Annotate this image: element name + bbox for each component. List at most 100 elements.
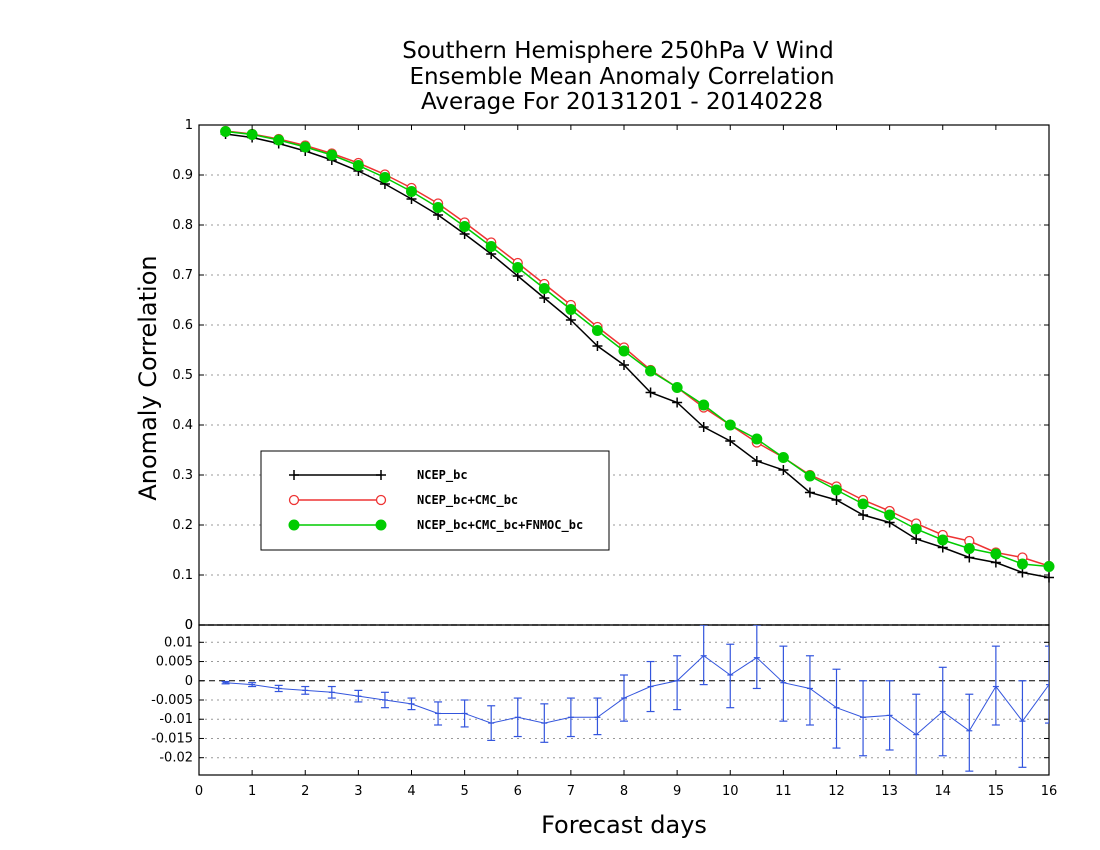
ncep-cmc-fnmoc-marker [538,283,550,294]
x-tick-label: 15 [988,784,1005,799]
x-tick-label: 12 [828,784,845,799]
title-line-3: Average For 20131201 - 20140228 [421,89,823,115]
ncep-bc-marker [964,552,975,563]
upper-y-tick-label: 0 [185,618,193,633]
x-tick-label: 0 [195,784,203,799]
ncep-bc-marker [725,436,736,446]
ncep-cmc-fnmoc-marker [1043,561,1055,572]
series-line-0 [225,133,1050,579]
lower-y-tick-label: -0.01 [159,712,193,727]
legend-label-2: NCEP_bc+CMC_bc+FNMOC_bc [417,518,583,533]
ncep-cmc-fnmoc-marker [963,543,975,554]
ncep-cmc-fnmoc-marker [485,241,497,252]
lower-y-tick-label: -0.005 [151,693,193,708]
difference-series [221,625,1049,775]
upper-y-tick-label: 0.4 [172,418,193,433]
ncep-cmc-fnmoc-marker [459,221,471,232]
upper-plot: 0 0.1 0.2 0.3 0.4 0.5 0.6 0.7 0.8 0.9 1 [172,118,1055,633]
upper-y-tick-label: 0.6 [172,318,193,333]
upper-y-tick-label: 0.2 [172,518,193,533]
ncep-cmc-fnmoc-marker [379,172,391,183]
upper-y-tick-label: 0.7 [172,268,193,283]
ncep-cmc-fnmoc-marker [671,382,683,393]
x-tick-label: 6 [514,784,522,799]
legend-label-0: NCEP_bc [417,468,468,483]
upper-y-tick-label: 0.8 [172,218,193,233]
ncep-cmc-fnmoc-marker [246,129,258,140]
ncep-bc-marker [565,315,576,325]
upper-y-tick-label: 0.3 [172,468,193,483]
ncep-cmc-fnmoc-marker [645,365,657,377]
ncep-cmc-fnmoc-marker [406,186,417,197]
ncep-cmc-fnmoc-marker [990,548,1002,560]
ncep-cmc-fnmoc-marker [831,484,842,496]
x-tick-label: 16 [1041,784,1058,799]
ncep-cmc-fnmoc-marker [857,498,869,510]
ncep-cmc-fnmoc-marker [512,262,524,273]
legend: NCEP_bc NCEP_bc+CMC_bc NCEP_bc+CMC_bc+FNMO… [260,450,610,551]
x-tick-label: 10 [722,784,739,799]
title-line-2: Ensemble Mean Anomaly Correlation [409,64,834,90]
legend-marker [288,519,300,531]
lower-top-tick-label: 0 [185,618,193,633]
x-tick-label: 8 [620,784,628,799]
x-tick-label: 3 [354,784,362,799]
ncep-cmc-fnmoc-marker [804,470,816,482]
ncep-cmc-fnmoc-marker [1016,558,1028,570]
ncep-cmc-fnmoc-marker [724,419,736,431]
ncep-bc-marker [539,293,550,303]
ncep-cmc-fnmoc-marker [432,202,444,213]
x-tick-label: 5 [460,784,468,799]
ncep-bc-marker [804,487,815,498]
legend-marker [375,494,387,506]
ncep-bc-marker [778,465,789,475]
upper-y-tick-label: 1 [185,118,193,133]
ncep-bc-marker [619,360,629,370]
lower-y-tick-label: 0.005 [156,655,193,670]
y-axis-label: Anomaly Correlation [134,255,162,500]
ncep-bc-marker [698,422,709,432]
ncep-bc-marker [831,495,842,505]
x-tick-label: 11 [775,784,792,799]
x-tick-label: 2 [301,784,309,799]
title-line-1: Southern Hemisphere 250hPa V Wind [402,38,833,64]
ncep-bc-marker [911,534,922,544]
ncep-bc-marker [592,341,603,351]
ncep-cmc-fnmoc-marker [698,399,710,411]
lower-y-tick-label: 0.01 [164,635,193,650]
ncep-bc-marker [751,456,762,466]
ncep-bc-marker [645,387,656,398]
legend-label-1: NCEP_bc+CMC_bc [417,493,518,508]
lower-y-tick-label: -0.02 [159,751,193,766]
ncep-cmc-fnmoc-marker [220,126,232,137]
x-tick-label: 1 [248,784,256,799]
x-tick-label: 14 [934,784,951,799]
ncep-cmc-fnmoc-marker [565,304,577,315]
ncep-cmc-fnmoc-marker [591,325,603,336]
x-axis-label: Forecast days [541,811,707,839]
legend-marker [375,519,387,531]
ncep-bc-marker [672,397,683,408]
x-tick-label: 7 [567,784,575,799]
ncep-cmc-fnmoc-marker [910,523,922,535]
x-tick-label: 4 [407,784,415,799]
ncep-cmc-fnmoc-marker [299,141,311,153]
ncep-cmc-fnmoc-marker [618,345,630,357]
lower-y-tick-label: 0 [185,674,193,689]
legend-marker [288,494,300,506]
ncep-cmc-fnmoc-marker [326,149,338,161]
ncep-cmc-fnmoc-marker [273,134,285,146]
ncep-cmc-fnmoc-marker [751,433,763,445]
upper-y-tick-label: 0.9 [172,168,193,183]
ncep-cmc-fnmoc-marker [777,452,789,463]
difference-line [225,655,1049,736]
x-tick-label: 13 [881,784,898,799]
upper-y-tick-label: 0.5 [172,368,193,383]
chart-title: Southern Hemisphere 250hPa V Wind Ensemb… [402,38,834,115]
ncep-bc-marker [1044,572,1054,583]
upper-y-tick-label: 0.1 [172,568,193,583]
lower-y-tick-label: -0.015 [151,731,193,746]
ncep-cmc-fnmoc-marker [884,509,896,521]
